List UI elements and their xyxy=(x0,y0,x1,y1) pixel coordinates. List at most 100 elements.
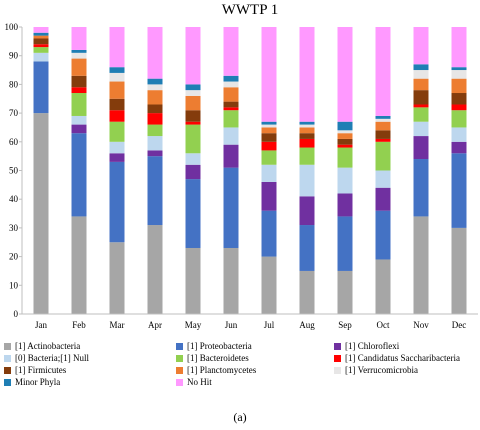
legend: [1] Actinobacteria [1] Proteobacteria [1] … xyxy=(4,341,480,387)
bar-segment xyxy=(109,161,125,243)
bar-segment xyxy=(109,67,125,73)
chart-title: WWTP 1 xyxy=(222,2,279,18)
bar-segment xyxy=(33,32,49,36)
bar-segment xyxy=(147,90,163,105)
bar-segment xyxy=(337,130,353,134)
bar-segment xyxy=(413,90,429,105)
bar-segment xyxy=(147,27,163,79)
bar-segment xyxy=(147,78,163,85)
bar-segment xyxy=(375,259,391,314)
bar-stack-jan xyxy=(33,27,49,314)
bar-segment xyxy=(299,164,315,197)
x-tick-label: Jan xyxy=(35,320,47,330)
bar-segment xyxy=(337,216,353,271)
bar-segment xyxy=(451,141,467,154)
bar-segment xyxy=(299,127,315,134)
x-tick-label: Feb xyxy=(72,320,86,330)
bar-segment xyxy=(223,27,239,76)
bar-segment xyxy=(337,138,353,145)
bar-segment xyxy=(299,270,315,314)
y-tick-label: 90 xyxy=(9,51,19,61)
legend-item: Minor Phyla xyxy=(4,377,176,387)
bar-segment xyxy=(147,124,163,137)
y-tick-label: 60 xyxy=(9,137,19,147)
bar-segment xyxy=(223,81,239,88)
bar-segment xyxy=(223,247,239,314)
bar-segment xyxy=(185,247,201,314)
bar-segment xyxy=(261,127,277,134)
bar-segment xyxy=(223,167,239,248)
legend-item: [1] Firmicutes xyxy=(4,365,176,375)
bar-segment xyxy=(451,67,467,71)
bar-segment xyxy=(451,78,467,94)
bar-segment xyxy=(451,153,467,228)
legend-swatch xyxy=(176,378,183,386)
bar-segment xyxy=(413,27,429,65)
bar-segment xyxy=(261,210,277,257)
bar-segment xyxy=(185,90,201,96)
bar-segment xyxy=(33,44,49,48)
bar-segment xyxy=(337,167,353,194)
bar-segment xyxy=(375,141,391,171)
y-axis: 0 10 20 30 40 50 60 70 80 90 100 xyxy=(5,22,23,319)
bar-segment xyxy=(451,93,467,105)
y-tick-label: 50 xyxy=(9,166,19,176)
y-tick-label: 10 xyxy=(9,280,19,290)
bar-segment xyxy=(223,87,239,102)
bar-stack-oct xyxy=(375,27,391,314)
legend-swatch xyxy=(4,354,11,362)
y-tick-label: 20 xyxy=(9,252,19,262)
legend-item: [1] Chloroflexi xyxy=(334,341,480,351)
legend-swatch xyxy=(4,366,11,374)
bar-segment xyxy=(337,147,353,168)
bar-segment xyxy=(337,144,353,148)
legend-swatch xyxy=(176,366,183,374)
legend-item: [1] Actinobacteria xyxy=(4,341,176,351)
bar-segment xyxy=(299,124,315,128)
legend-label: No Hit xyxy=(187,377,212,387)
stacked-bar-chart: WWTP 1 0 10 20 30 40 50 60 70 80 90 100 Jan Feb Mar A… xyxy=(5,2,478,330)
bar-segment xyxy=(147,104,163,114)
y-tick-label: 30 xyxy=(9,223,19,233)
bar-segment xyxy=(33,38,49,45)
bar-segment xyxy=(299,121,315,125)
bar-segment xyxy=(299,225,315,271)
bar-segment xyxy=(109,98,125,111)
bar-segment xyxy=(451,227,467,314)
bar-segment xyxy=(33,52,49,62)
bar-segment xyxy=(33,27,49,33)
legend-item: [1] Bacteroidetes xyxy=(176,353,334,363)
legend-label: Minor Phyla xyxy=(15,377,61,387)
bar-segment xyxy=(375,138,391,142)
legend-label: [1] Proteobacteria xyxy=(187,341,252,351)
bar-segment xyxy=(337,133,353,139)
legend-item: [1] Planctomycetes xyxy=(176,365,334,375)
bar-stack-jul xyxy=(261,27,277,314)
bar-segment xyxy=(71,52,87,59)
bar-stack-sep xyxy=(337,27,353,314)
bar-segment xyxy=(451,110,467,128)
bar-segment xyxy=(261,121,277,125)
legend-item: [1] Verrucomicrobia xyxy=(334,365,480,375)
bar-stack-dec xyxy=(451,27,467,314)
bar-segment xyxy=(299,27,315,122)
legend-label: [1] Planctomycetes xyxy=(187,365,257,375)
x-tick-label: Jul xyxy=(264,320,275,330)
x-tick-label: Sep xyxy=(338,320,352,330)
bar-segment xyxy=(71,58,87,76)
bar-segment xyxy=(223,144,239,168)
bar-segment xyxy=(71,93,87,116)
bar-segment xyxy=(261,164,277,182)
bar-segment xyxy=(71,115,87,125)
x-tick-label: Apr xyxy=(148,320,162,330)
x-tick-label: Dec xyxy=(452,320,467,330)
legend-label: [1] Candidatus Saccharibacteria xyxy=(345,353,460,363)
bar-segment xyxy=(299,196,315,226)
legend-item: No Hit xyxy=(176,377,334,387)
bar-segment xyxy=(223,127,239,145)
bar-segment xyxy=(261,141,277,151)
bar-segment xyxy=(33,47,49,53)
x-tick-label: Jun xyxy=(225,320,238,330)
bar-segment xyxy=(147,113,163,125)
legend-swatch xyxy=(176,342,183,350)
